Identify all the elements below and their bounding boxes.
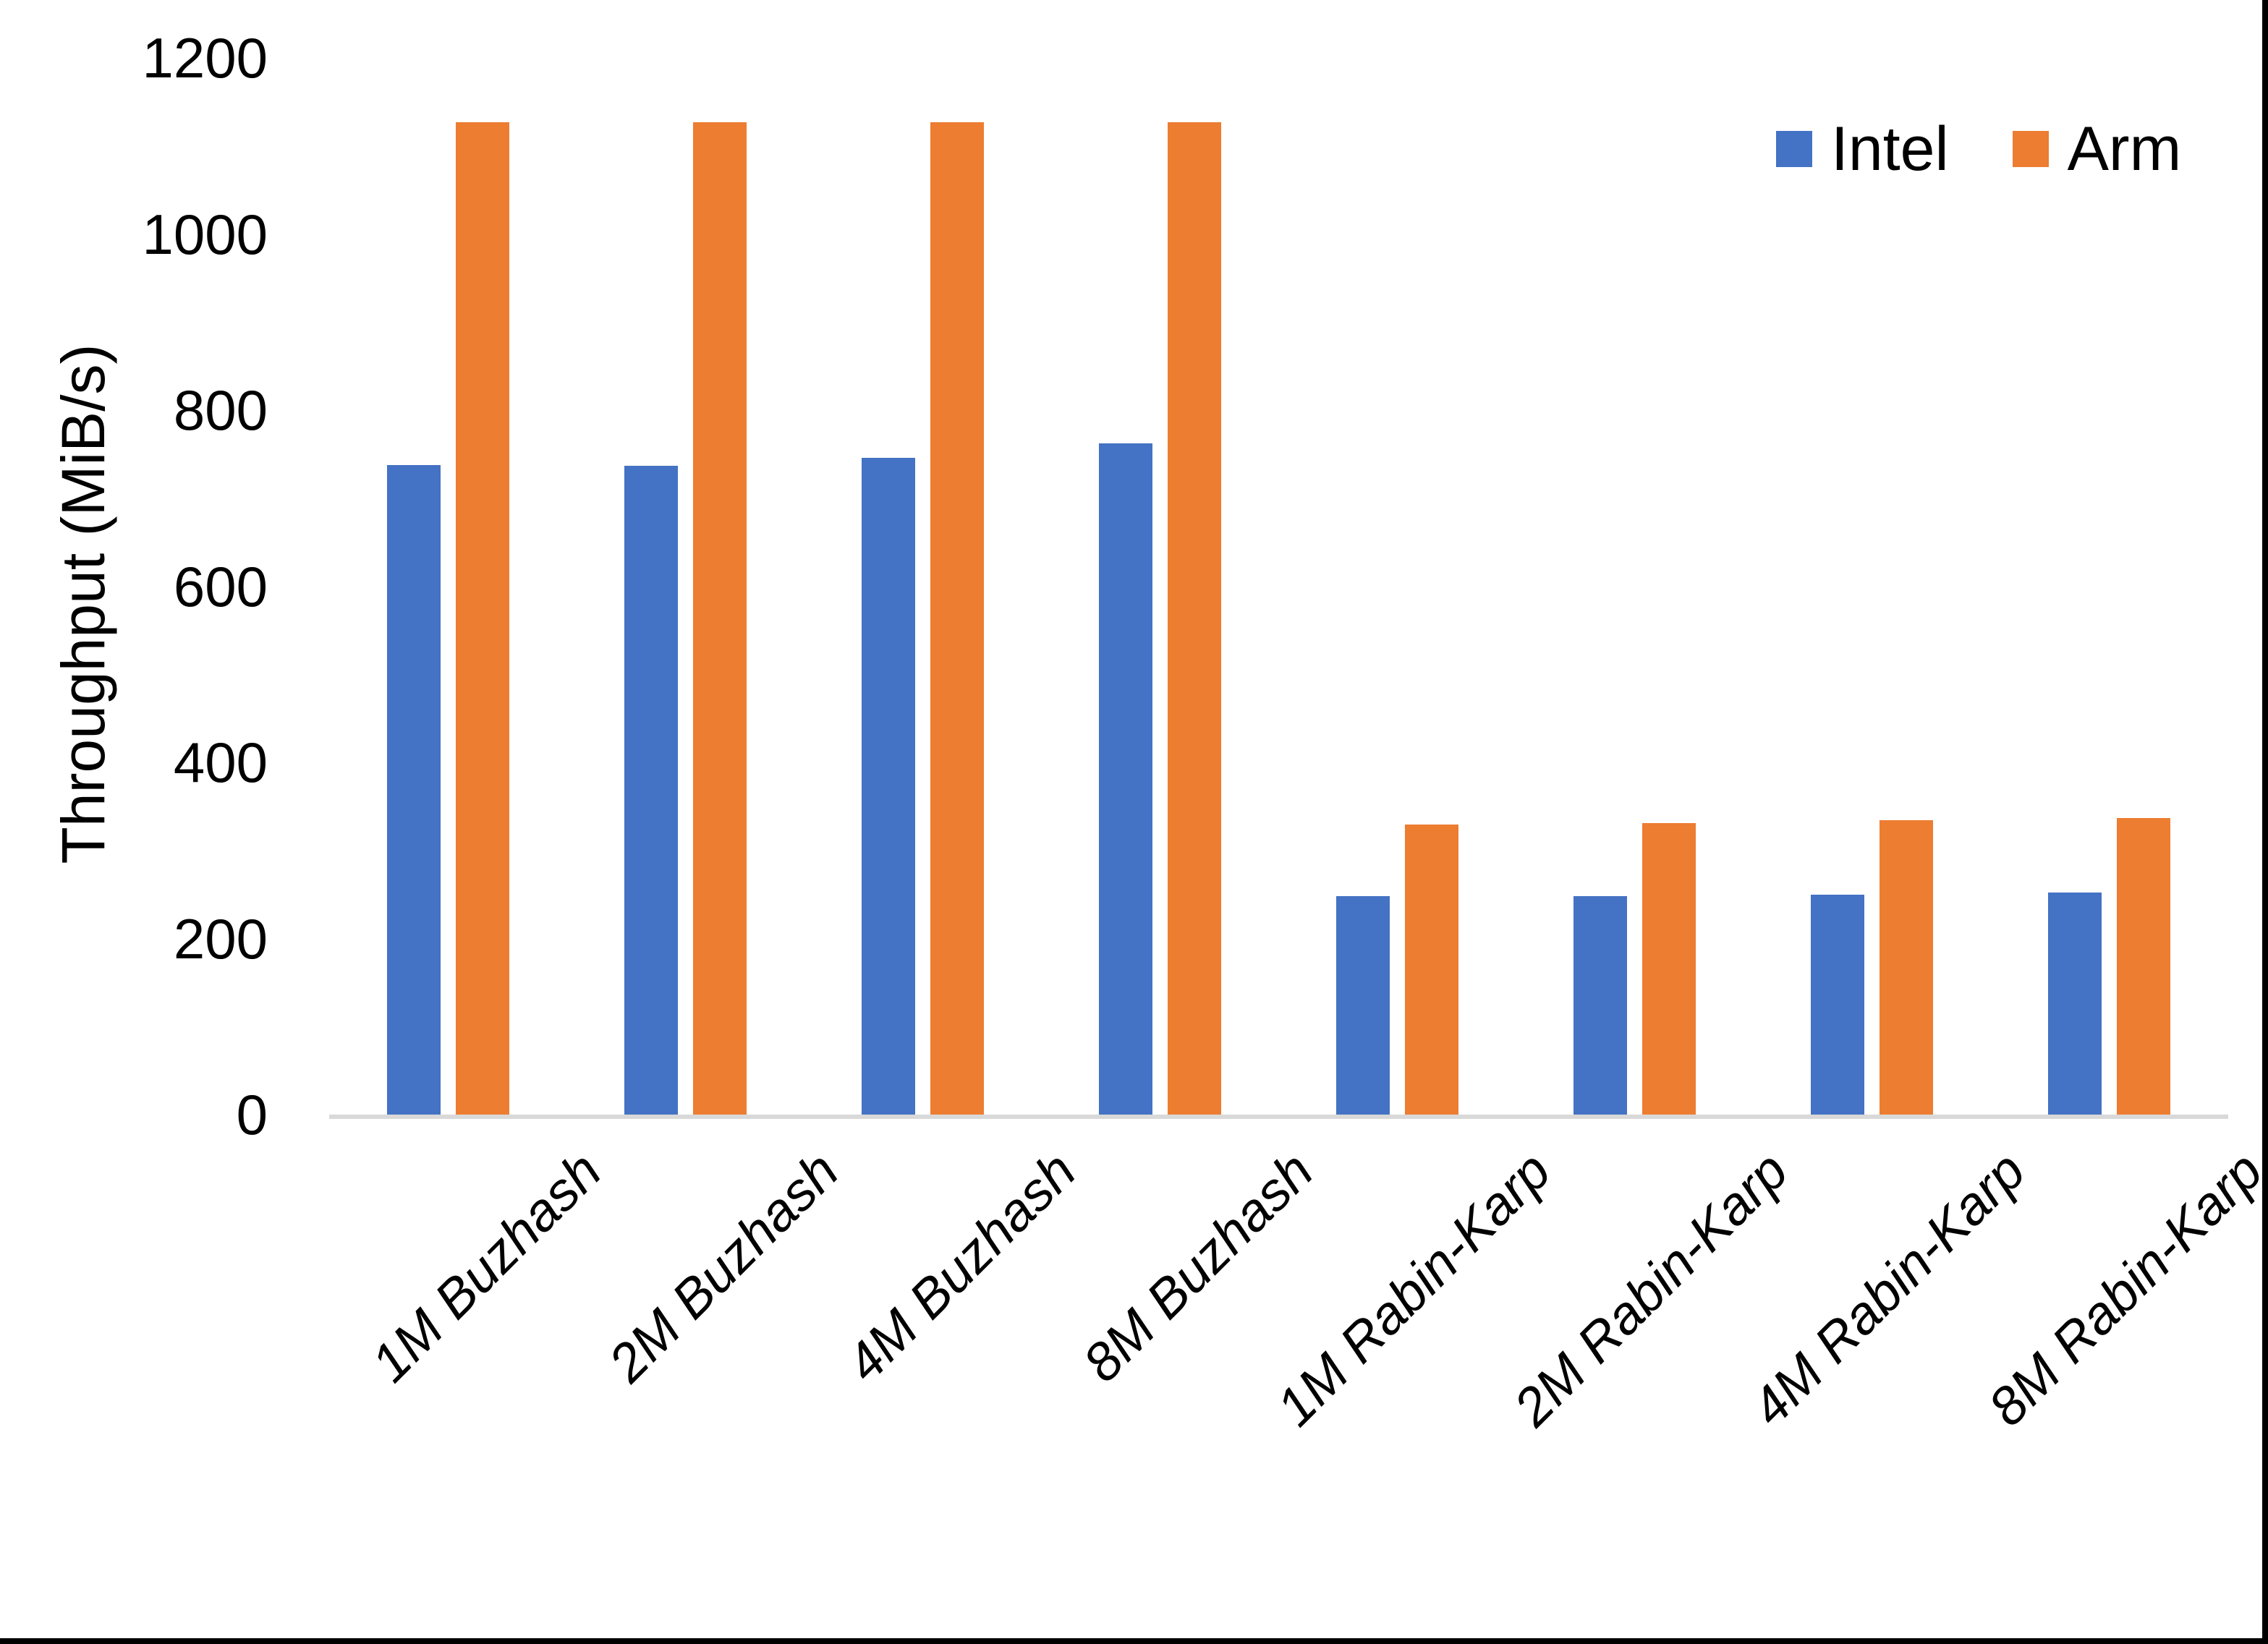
x-label-4m-buzhash: 4M Buzhash: [834, 1140, 1087, 1394]
x-label-8m-buzhash: 8M Buzhash: [1071, 1140, 1325, 1394]
legend-swatch-arm: [2012, 131, 2049, 167]
bottom-edge-border: [0, 1638, 2268, 1644]
x-label-2m-buzhash: 2M Buzhash: [596, 1140, 850, 1394]
bar-intel-8m-rabin-karp: [2048, 893, 2102, 1115]
legend-label-intel: Intel: [1831, 114, 1949, 184]
bar-arm-4m-buzhash: [930, 122, 984, 1115]
bar-intel-4m-buzhash: [861, 457, 915, 1115]
legend-swatch-intel: [1776, 131, 1812, 167]
legend-item-intel: Intel: [1776, 114, 1949, 184]
legend: Intel Arm: [1776, 114, 2181, 184]
bar-intel-1m-rabin-karp: [1336, 896, 1390, 1115]
bar-intel-2m-rabin-karp: [1573, 896, 1628, 1115]
bar-arm-1m-rabin-karp: [1405, 825, 1459, 1115]
legend-item-arm: Arm: [2012, 114, 2182, 184]
y-tick-400: 400: [173, 731, 268, 794]
bar-arm-2m-rabin-karp: [1642, 823, 1696, 1115]
bar-intel-8m-buzhash: [1098, 443, 1152, 1115]
y-tick-600: 600: [173, 554, 268, 618]
bar-intel-4m-rabin-karp: [1811, 894, 1865, 1115]
y-tick-200: 200: [173, 906, 268, 971]
bar-arm-8m-buzhash: [1167, 122, 1221, 1115]
y-axis-tick-labels: 0 200 400 600 800 1000 1200: [0, 0, 268, 1644]
bar-arm-1m-buzhash: [455, 122, 509, 1115]
right-edge-border: [2262, 0, 2268, 1644]
bar-intel-2m-buzhash: [624, 465, 678, 1115]
x-label-1m-buzhash: 1M Buzhash: [359, 1140, 613, 1394]
y-tick-1000: 1000: [142, 202, 268, 266]
plot-area: [329, 58, 2228, 1115]
y-tick-0: 0: [236, 1083, 268, 1146]
bar-intel-1m-buzhash: [386, 464, 441, 1115]
bar-arm-2m-buzhash: [692, 122, 747, 1115]
bar-arm-8m-rabin-karp: [2117, 817, 2171, 1115]
x-axis-line: [329, 1115, 2228, 1119]
bar-arm-4m-rabin-karp: [1880, 820, 1934, 1115]
y-tick-800: 800: [173, 378, 268, 442]
legend-label-arm: Arm: [2067, 114, 2182, 184]
y-tick-1200: 1200: [142, 26, 268, 90]
